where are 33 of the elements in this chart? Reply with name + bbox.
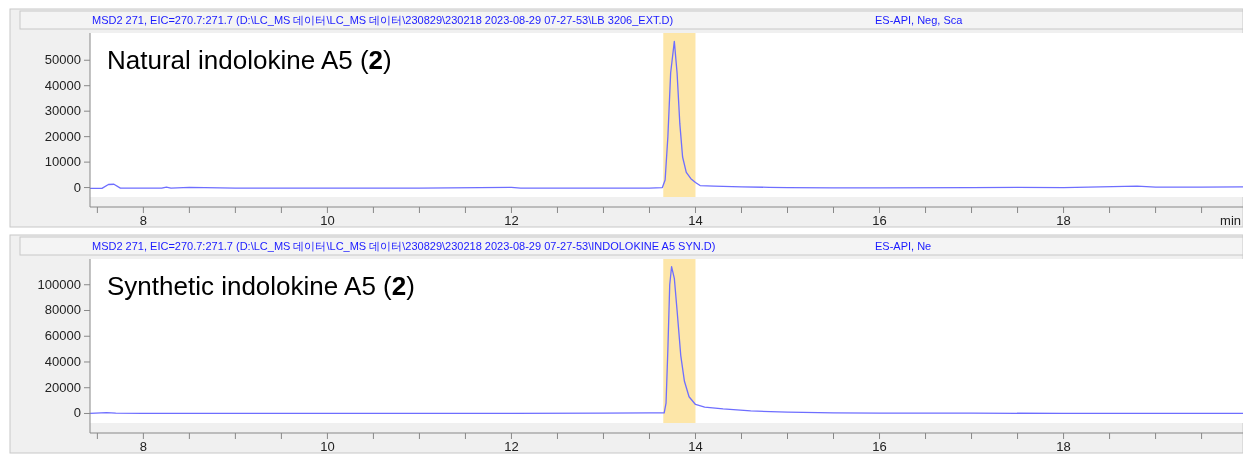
y-tick-label: 80000 [44,302,81,318]
y-tick-label: 60000 [44,328,81,344]
x-tick-label: 8 [139,213,147,228]
x-tick-label: 12 [504,439,519,454]
line-series [89,266,1243,415]
chart-subtitle: ES-API, Neg, Sca [875,14,964,26]
y-tick-label: 50000 [44,52,81,68]
y-tick-label: 40000 [44,353,81,369]
x-tick-label: 12 [504,213,519,228]
x-tick-label: 10 [320,439,335,454]
x-tick-label: 14 [688,439,703,454]
x-tick-label: 18 [1056,439,1071,454]
chart-title: MSD2 271, EIC=270.7:271.7 (D:\LC_MS 데이터\LC_MS 데이터\230829\230218 2023-08-29 07-27-53\LB 3206_EXT.D) [92,14,674,26]
y-tick-label: 100000 [37,276,81,292]
y-tick-label: 20000 [44,128,81,144]
x-tick-label: 10 [320,213,335,228]
x-tick-label: 8 [139,439,147,454]
x-axis-title: min [1220,213,1241,228]
y-tick-label: 0 [73,179,81,195]
annotation: Natural indolokine A5 (2) [107,45,392,75]
x-tick-label: 18 [1056,213,1071,228]
y-tick-label: 30000 [44,103,81,119]
line-series [89,40,1243,189]
y-tick-label: 10000 [44,154,81,170]
x-tick-label: 16 [872,213,887,228]
chart-subtitle: ES-API, Ne [875,240,932,252]
x-tick-label: 14 [688,213,703,228]
annotation: Synthetic indolokine A5 (2) [107,271,415,301]
y-tick-label: 20000 [44,379,81,395]
y-tick-label: 0 [73,405,81,421]
x-tick-label: 16 [872,439,887,454]
y-tick-label: 40000 [44,77,81,93]
chart-title: MSD2 271, EIC=270.7:271.7 (D:\LC_MS 데이터\LC_MS 데이터\230829\230218 2023-08-29 07-27-53\INDOLOKINE A5 SYN.D) [92,240,716,252]
